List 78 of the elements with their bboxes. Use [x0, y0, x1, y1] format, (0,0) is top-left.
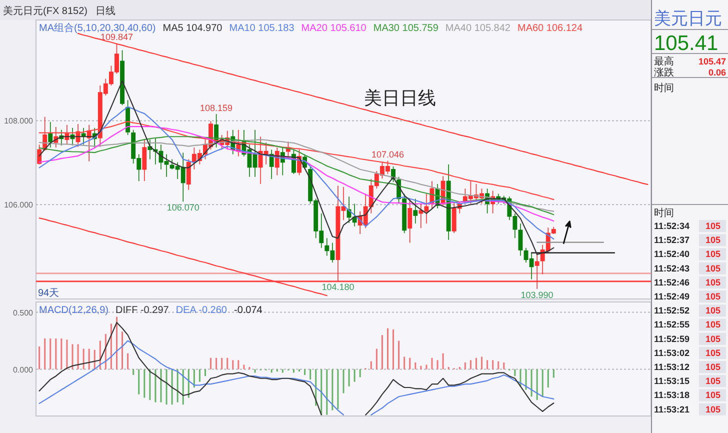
- y-tick-label: 11:53:21: [654, 404, 690, 414]
- text: MA30 105.759: [373, 23, 439, 34]
- annotation: 104.180: [322, 282, 354, 292]
- y-tick-label: 106.000: [4, 200, 34, 210]
- legend-title: MACD(12,26,9): [39, 305, 108, 316]
- y-tick-label: 11:52:40: [654, 249, 690, 260]
- data-label: 105: [705, 277, 721, 288]
- text: 0.06: [708, 68, 726, 78]
- y-axis-title: 时间: [654, 207, 674, 219]
- candlestick: [518, 223, 523, 256]
- annotation: 94天: [38, 288, 60, 299]
- y-tick-label: 11:52:49: [654, 292, 690, 302]
- candlestick: [418, 203, 424, 228]
- candlestick: [408, 198, 412, 244]
- annotation: 106.070: [166, 202, 200, 213]
- y-tick-label: 108.000: [4, 116, 34, 126]
- data-label: 105: [705, 376, 721, 386]
- y-tick-label: 11:52:55: [654, 320, 690, 330]
- text: DEA -0.260: [176, 305, 228, 316]
- y-tick-label: 11:52:46: [654, 277, 690, 288]
- text: 105.47: [698, 56, 726, 66]
- text: 时间: [654, 82, 674, 94]
- line-series: [77, 32, 648, 186]
- annotation: 103.990: [520, 290, 554, 300]
- text: MA10 105.183: [229, 23, 295, 34]
- data-label: 105: [705, 249, 721, 260]
- candlestick: [120, 50, 124, 106]
- line-series: [38, 106, 554, 240]
- candlestick: [446, 164, 451, 240]
- y-tick-label: 11:52:52: [654, 306, 690, 316]
- y-tick-label: 0.000: [12, 365, 34, 374]
- data-label: 105: [705, 390, 721, 400]
- y-tick-label: 0.500: [12, 308, 34, 318]
- data-label: 105: [705, 320, 721, 330]
- legend-title: MA组合(5,10,20,30,40,60): [39, 22, 156, 34]
- text: 105.41: [654, 32, 718, 55]
- data-label: 105: [705, 348, 721, 358]
- text: 涨跌: [654, 66, 674, 78]
- y-tick-label: 11:53:12: [654, 362, 690, 372]
- y-tick-label: 11:52:37: [654, 235, 690, 246]
- y-tick-label: 11:52:34: [654, 221, 690, 231]
- candlestick: [142, 139, 147, 182]
- text: MA40 105.842: [445, 23, 511, 34]
- candlestick: [81, 127, 86, 146]
- line-series: [38, 126, 554, 222]
- text: 美元日元: [654, 9, 722, 28]
- text: MA60 106.124: [517, 23, 583, 34]
- annotation: -0.074: [234, 305, 263, 316]
- data-label: 105: [705, 362, 721, 372]
- y-tick-label: 11:53:18: [654, 390, 690, 400]
- text: 美元日元(FX 8152): [3, 5, 88, 17]
- y-tick-label: 11:52:43: [654, 263, 690, 274]
- data-label: 105: [705, 263, 721, 274]
- data-label: 105: [705, 235, 721, 246]
- series-label: DIFF -0.297: [115, 305, 170, 316]
- y-tick-label: 11:53:02: [654, 348, 690, 358]
- annotation: 109.847: [100, 32, 134, 42]
- candlestick: [48, 122, 53, 148]
- line-series: [38, 120, 554, 200]
- candlestick: [186, 158, 191, 190]
- candlestick: [534, 252, 540, 290]
- annotation: 108.159: [200, 103, 233, 114]
- data-label: 105: [705, 221, 721, 231]
- text: 日线: [95, 5, 116, 17]
- text: 最高: [654, 56, 674, 68]
- y-tick-label: 11:53:15: [654, 376, 690, 386]
- candlestick: [413, 198, 418, 224]
- data-label: 105: [705, 306, 721, 316]
- data-label: 105: [705, 292, 721, 302]
- text: MA20 105.610: [301, 23, 367, 34]
- data-label: 105: [705, 334, 721, 344]
- y-tick-label: 11:52:59: [654, 334, 690, 344]
- data-label: 105: [705, 404, 721, 414]
- text: 美日日线: [364, 88, 436, 108]
- annotation: 107.046: [371, 150, 404, 160]
- line-series: [38, 80, 554, 256]
- text: MA5 104.970: [162, 23, 223, 34]
- candlestick: [424, 193, 429, 224]
